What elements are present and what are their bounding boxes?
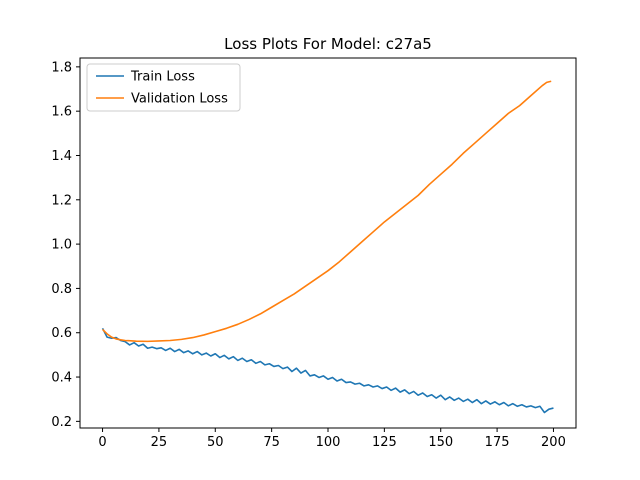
y-tick-label: 1.0	[51, 238, 72, 253]
x-tick-label: 150	[428, 435, 453, 450]
x-axis: 0 25 50 75 100 125 150 175 200	[98, 428, 566, 450]
y-tick-label: 1.4	[51, 149, 72, 164]
y-tick-label: 1.2	[51, 193, 72, 208]
chart-title: Loss Plots For Model: c27a5	[224, 35, 432, 53]
x-tick-label: 25	[151, 435, 168, 450]
x-tick-label: 75	[263, 435, 280, 450]
y-tick-label: 0.6	[51, 326, 72, 341]
plot-frame	[79, 57, 577, 429]
x-tick-label: 200	[541, 435, 566, 450]
y-axis: 0.2 0.4 0.6 0.8 1.0 1.2 1.4 1.6 1.8	[51, 60, 80, 430]
series-line-validation-loss	[101, 80, 552, 343]
x-tick-label: 0	[98, 435, 106, 450]
x-tick-label: 175	[485, 435, 510, 450]
y-tick-label: 1.8	[51, 60, 72, 75]
y-tick-label: 1.6	[51, 105, 72, 120]
series-line-train-loss	[101, 327, 554, 414]
x-tick-label: 100	[316, 435, 341, 450]
x-tick-label: 50	[207, 435, 224, 450]
legend-label-validation-loss: Validation Loss	[131, 92, 228, 107]
plot-lines	[101, 80, 554, 414]
legend: Train Loss Validation Loss	[86, 63, 241, 112]
y-tick-label: 0.2	[51, 415, 72, 430]
legend-box	[86, 63, 241, 112]
legend-label-train-loss: Train Loss	[130, 70, 195, 85]
y-tick-label: 0.4	[51, 371, 72, 386]
y-tick-label: 0.8	[51, 282, 72, 297]
x-tick-label: 125	[372, 435, 397, 450]
